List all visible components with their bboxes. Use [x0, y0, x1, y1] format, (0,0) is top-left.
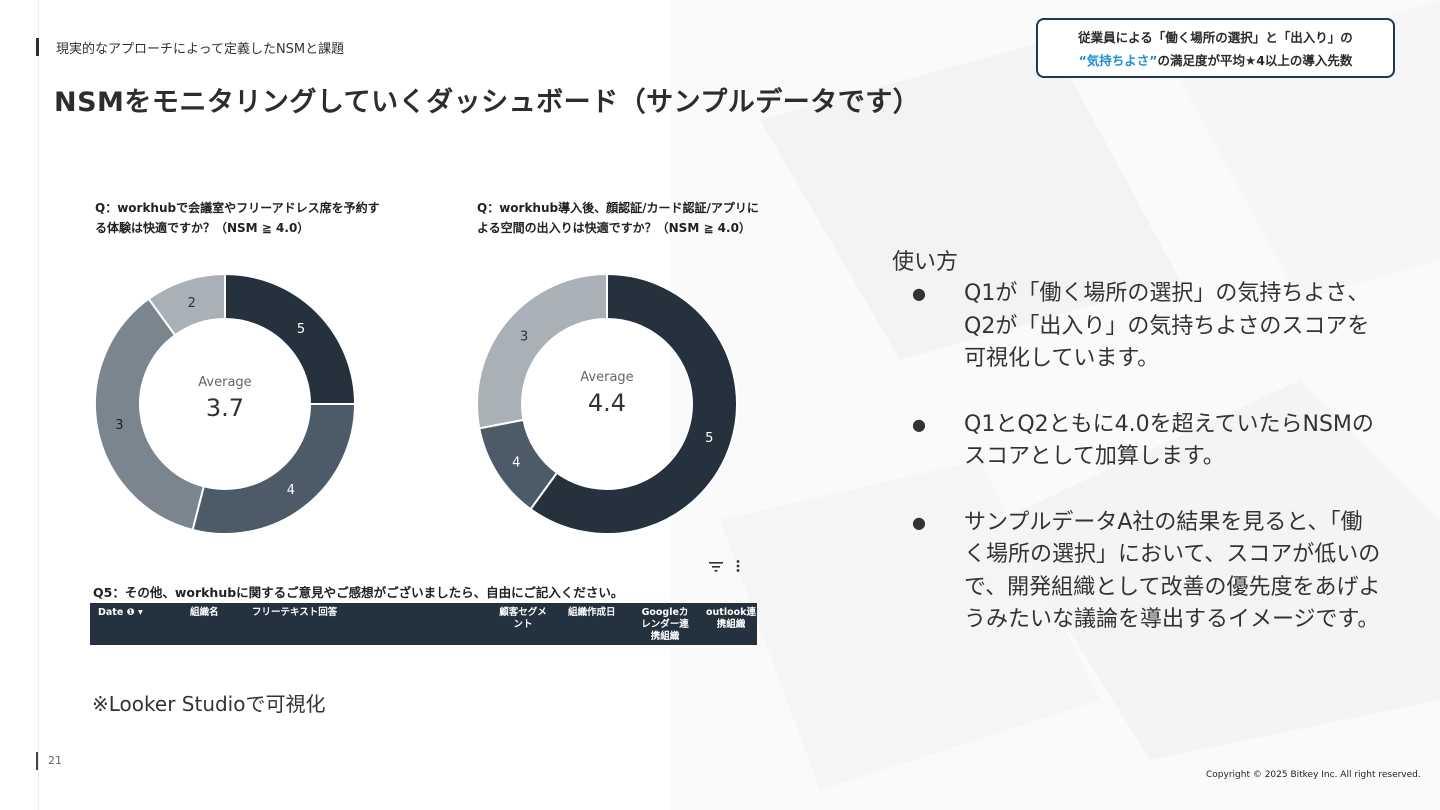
- usage-item: ● Q1とQ2ともに4.0を超えていたらNSMのスコアとして加算します。: [912, 409, 1382, 474]
- page-marker: [36, 752, 38, 770]
- q1-title: Q：workhubで会議室やフリーアドレス席を予約する体験は快適ですか？（NSM…: [95, 201, 380, 235]
- more-vert-icon[interactable]: [735, 559, 741, 573]
- q2-average-label: Average: [580, 370, 633, 385]
- chart1-label-5: 5: [297, 322, 305, 337]
- chart1-slice-5[interactable]: [224, 272, 357, 405]
- col-outlook[interactable]: outlook連携組織: [706, 607, 756, 630]
- usage-item: ● Q1が「働く場所の選択」の気持ちよさ、Q2が「出入り」の気持ちよさのスコアを可…: [912, 278, 1382, 376]
- chart2-label-4: 4: [512, 456, 520, 471]
- callout-line-2-rest: の満足度が平均★4以上の導入先数: [1157, 53, 1353, 68]
- chart1-label-4: 4: [287, 483, 295, 498]
- q2-average-value: 4.4: [588, 389, 626, 417]
- chart2-slice-5[interactable]: [529, 272, 738, 535]
- bullet-icon: ●: [912, 284, 926, 303]
- copyright: Copyright © 2025 Bitkey Inc. All right r…: [1206, 770, 1421, 780]
- chart1-slice-3[interactable]: [94, 297, 206, 532]
- chart2-label-3: 3: [520, 329, 528, 344]
- footnote: ※Looker Studioで可視化: [92, 692, 326, 716]
- col-segment[interactable]: 顧客セグメント: [499, 607, 547, 630]
- callout-line-1: 従業員による「働く場所の選択」と「出入り」の: [1078, 30, 1353, 45]
- callout-accent: “気持ちよさ”: [1078, 53, 1158, 68]
- chart1-slice-4[interactable]: [191, 403, 357, 535]
- col-free-text[interactable]: フリーテキスト回答: [252, 607, 338, 618]
- col-date[interactable]: Date ❶ ▾: [98, 607, 143, 618]
- q2-title: Q：workhub導入後、顔認証/カード認証/アプリによる空間の出入りは快適です…: [477, 201, 759, 235]
- usage-item-text: サンプルデータA社の結果を見ると、「働く場所の選択」において、スコアが低いので、…: [964, 509, 1381, 633]
- usage-item: ● サンプルデータA社の結果を見ると、「働く場所の選択」において、スコアが低いので…: [912, 507, 1382, 637]
- chart1-label-3: 3: [115, 418, 123, 433]
- bullet-icon: ●: [912, 512, 926, 532]
- usage-item-text: Q1が「働く場所の選択」の気持ちよさ、Q2が「出入り」の気持ちよさのスコアを可視…: [964, 281, 1370, 371]
- nsm-definition-callout: 従業員による「働く場所の選択」と「出入り」の “気持ちよさ”の満足度が平均★4以…: [1036, 18, 1395, 78]
- dashboard-panel: Q：workhubで会議室やフリーアドレス席を予約する体験は快適ですか？（NSM…: [85, 190, 765, 650]
- usage-heading: 使い方: [892, 250, 959, 275]
- chart1-label-2: 2: [188, 296, 196, 311]
- chart2-slice-3[interactable]: [476, 272, 608, 430]
- filter-icon[interactable]: [709, 561, 723, 573]
- usage-item-text: Q1とQ2ともに4.0を超えていたらNSMのスコアとして加算します。: [964, 411, 1374, 470]
- col-org-created[interactable]: 組織作成日: [568, 607, 616, 618]
- q1-average-value: 3.7: [206, 394, 244, 422]
- table-header: Date ❶ ▾ 組織名 フリーテキスト回答 顧客セグメント 組織作成日 Goo…: [90, 603, 757, 645]
- section-label: 現実的なアプローチによって定義したNSMと課題: [56, 42, 345, 57]
- callout-line-2: “気持ちよさ”の満足度が平均★4以上の導入先数: [1079, 50, 1353, 69]
- donut-charts: Average 3.7 Average 4.4 5 4 3 2 5 4 3: [94, 272, 738, 535]
- section-marker: [36, 38, 39, 56]
- page-number: 21: [48, 754, 62, 767]
- chart2-slice-4[interactable]: [478, 418, 559, 511]
- col-google-calendar[interactable]: Googleカレンダー連携組織: [641, 607, 689, 642]
- page-title: NSMをモニタリングしていくダッシュボード（サンプルデータです）: [54, 87, 921, 118]
- usage-list: ● Q1が「働く場所の選択」の気持ちよさ、Q2が「出入り」の気持ちよさのスコアを可…: [912, 278, 1382, 670]
- bullet-icon: ●: [912, 414, 926, 434]
- col-org-name[interactable]: 組織名: [190, 607, 219, 618]
- chart2-label-5: 5: [705, 431, 713, 446]
- q5-title: Q5：その他、workhubに関するご意見やご感想がございましたら、自由にご記入…: [93, 585, 624, 600]
- left-rule: [38, 0, 39, 810]
- q1-average-label: Average: [198, 375, 251, 390]
